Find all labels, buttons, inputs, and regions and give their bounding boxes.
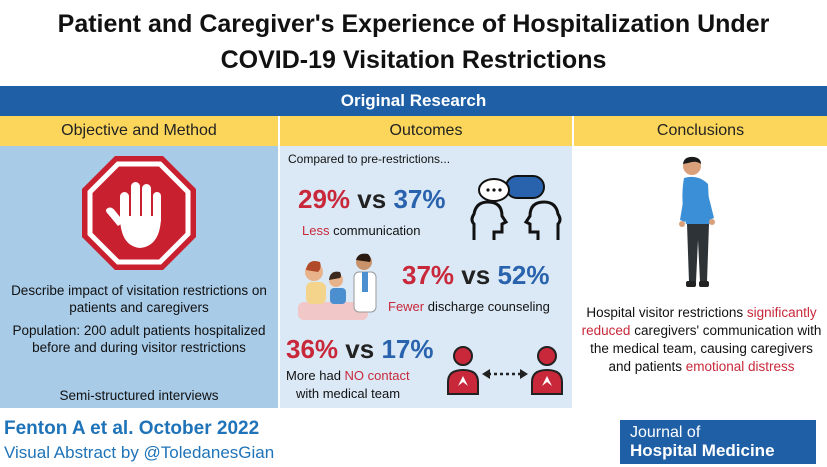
row-2-lead: Fewer [388, 299, 425, 314]
outcome-row-3-label: More had NO contact [286, 368, 410, 383]
outcome-row-3-stat: 36% vs 17% [286, 334, 433, 365]
objective-header: Objective and Method [0, 116, 278, 146]
outcome-row-1-stat: 29% vs 37% [298, 184, 445, 215]
page-title: Patient and Caregiver's Experience of Ho… [0, 0, 827, 82]
objective-describe: Describe impact of visitation restrictio… [11, 283, 267, 315]
stat-1-vs: vs [357, 184, 387, 214]
row-1-lead: Less [302, 223, 330, 238]
outcomes-header: Outcomes [280, 116, 572, 146]
row-1-rest: communication [329, 223, 421, 238]
stat-2-during: 37% [402, 260, 455, 290]
conclusion-text: Hospital visitor restrictions significan… [580, 304, 823, 376]
stat-2-vs: vs [461, 260, 491, 290]
title-line-2: COVID-19 Visitation Restrictions [220, 46, 607, 74]
conclusion-highlight-2: emotional distress [685, 359, 795, 374]
sad-person-icon [679, 156, 715, 287]
journal-line-1: Journal of [630, 424, 701, 441]
row-3-pre: More had [286, 368, 345, 383]
outcomes-panel: Compared to pre-restrictions... 29% vs 3… [280, 146, 572, 408]
stop-hand-icon [82, 156, 196, 270]
stat-3-vs: vs [345, 334, 375, 364]
author-citation: Fenton A et al. October 2022 [4, 418, 260, 439]
conclusion-part-2: caregivers' communication with the medic… [590, 323, 822, 374]
objective-panel: Describe impact of visitation restrictio… [0, 146, 278, 408]
journal-line-2: Hospital Medicine [630, 441, 775, 460]
stat-3-before: 17% [381, 334, 434, 364]
visual-abstract-credit: Visual Abstract by @ToledanesGian [4, 443, 275, 462]
title-line-1: Patient and Caregiver's Experience of Ho… [57, 10, 770, 38]
conclusions-header: Conclusions [574, 116, 827, 146]
outcome-row-2-stat: 37% vs 52% [402, 260, 549, 291]
stat-1-during: 29% [298, 184, 351, 214]
doctor-patient-icon [298, 253, 377, 320]
journal-logo: Journal of Hospital Medicine [620, 420, 816, 464]
compared-text: Compared to pre-restrictions... [288, 152, 451, 166]
conclusion-highlight-1: significantly reduced [581, 305, 817, 338]
row-3-line-2: with medical team [296, 386, 401, 401]
conclusion-part-1: Hospital visitor restrictions [586, 305, 747, 320]
talking-heads-icon [470, 175, 562, 240]
stat-1-before: 37% [393, 184, 446, 214]
original-research-banner: Original Research [0, 86, 827, 116]
outcome-row-2-label: Fewer discharge counseling [388, 299, 550, 314]
conclusions-panel: Hospital visitor restrictions significan… [574, 146, 827, 408]
disconnected-people-icon [447, 346, 563, 395]
row-3-lead: NO contact [344, 368, 410, 383]
stat-2-before: 52% [497, 260, 550, 290]
row-2-rest: discharge counseling [424, 299, 550, 314]
objective-method: Semi-structured interviews [59, 388, 219, 403]
stat-3-during: 36% [286, 334, 339, 364]
outcome-row-1-label: Less communication [302, 223, 421, 238]
objective-population: Population: 200 adult patients hospitali… [12, 323, 266, 355]
